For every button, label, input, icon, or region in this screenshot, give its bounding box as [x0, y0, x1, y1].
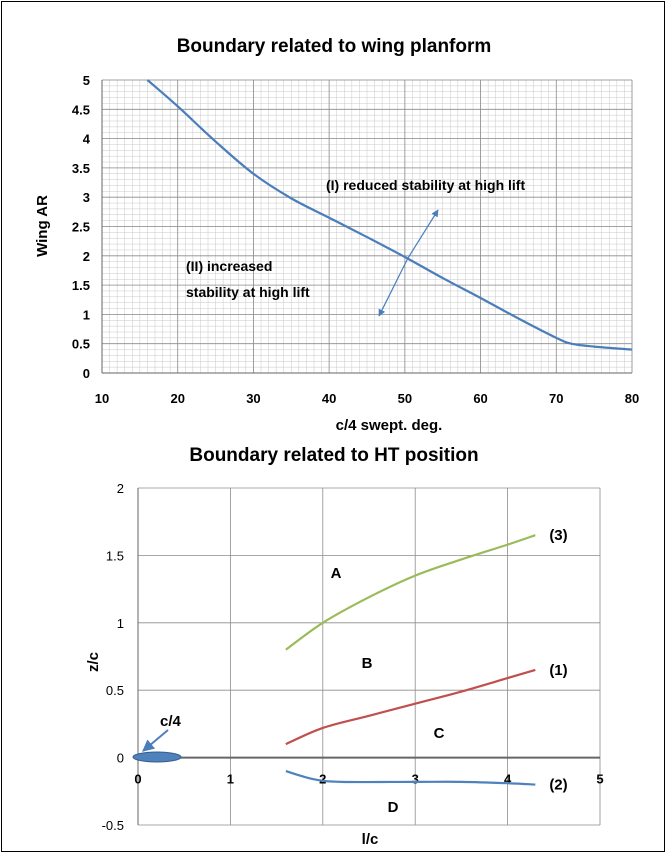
chart1-y-tick-label: 3 — [83, 190, 90, 205]
chart2-series-label-3: (2) — [549, 777, 567, 794]
chart2-y-tick-label: 1.5 — [106, 548, 124, 563]
chart2-series-labels: (3) (1) (2) — [549, 527, 567, 793]
chart1-axes — [101, 80, 632, 374]
chart1-y-tick-label: 2.5 — [72, 220, 90, 235]
region-label-b: B — [362, 655, 373, 672]
chart1-boundary-line — [146, 79, 633, 351]
chart2-series-line-1 — [285, 534, 536, 651]
chart1-title: Boundary related to wing planform — [177, 36, 492, 57]
chart1-x-tick-label: 40 — [322, 391, 336, 406]
chart2-x-tick-label: 4 — [504, 772, 512, 787]
chart2-series — [285, 534, 536, 786]
chart2-x-tick-label: 2 — [319, 772, 326, 787]
chart1-x-tick-label: 60 — [473, 391, 487, 406]
annotation-region-1: (I) reduced stability at high lift — [326, 177, 525, 193]
chart1-x-tick-label: 50 — [398, 391, 412, 406]
arrow-down-left — [378, 257, 409, 317]
chart1-x-tick-label: 20 — [170, 391, 184, 406]
region-label-d: D — [388, 799, 399, 816]
chart1-series — [146, 79, 633, 351]
chart2-y-tick-label: 2 — [117, 481, 124, 496]
annotation-region-2-line1: (II) increased — [186, 258, 272, 274]
chart1-y-tick-label: 4.5 — [72, 102, 90, 117]
chart1-x-axis-label: c/4 swept. deg. — [336, 417, 443, 434]
chart2-series-line-2 — [285, 668, 536, 746]
chart1-x-tick-label: 70 — [549, 391, 563, 406]
chart2-y-tick-label: 0.5 — [106, 683, 124, 698]
chart2-x-tick-label: 1 — [227, 772, 234, 787]
chart2-y-tick-label: 1 — [117, 616, 124, 631]
chart1-y-tick-label: 4 — [83, 132, 91, 147]
chart1-x-tick-label: 10 — [95, 391, 109, 406]
chart1-y-tick-label: 5 — [83, 73, 90, 88]
chart1-y-tick-label: 2 — [83, 249, 90, 264]
chart1-y-tick-label: 0.5 — [72, 337, 90, 352]
chart2-axes — [137, 488, 600, 825]
chart2-x-ticks: 0 1 2 3 4 5 — [134, 772, 603, 787]
chart1-y-ticks: 0 0.5 1 1.5 2 2.5 3 3.5 4 4.5 5 — [72, 73, 91, 381]
region-label-a: A — [331, 565, 342, 582]
chart1-x-tick-label: 80 — [625, 391, 639, 406]
chart1-y-tick-label: 1 — [83, 307, 90, 322]
chart-wing-planform: Boundary related to wing planform 0 0.5 1 1… — [34, 36, 639, 434]
c4-label: c/4 — [160, 713, 182, 730]
chart1-x-tick-label: 30 — [246, 391, 260, 406]
chart1-y-tick-label: 3.5 — [72, 161, 90, 176]
chart2-y-ticks: -0.5 0 0.5 1 1.5 2 — [102, 481, 124, 833]
chart2-x-axis-label: l/c — [362, 831, 379, 848]
chart1-y-tick-label: 0 — [83, 366, 90, 381]
wing-chord-ellipse — [132, 751, 182, 763]
chart1-y-axis-label: Wing AR — [34, 195, 51, 257]
chart1-grid — [101, 79, 633, 374]
chart2-series-label-2: (1) — [549, 662, 567, 679]
chart-ht-position: Boundary related to HT position -0.5 0 0.5… — [85, 445, 604, 848]
c4-pointer-arrow — [142, 729, 169, 752]
chart2-y-tick-label: -0.5 — [102, 818, 124, 833]
chart2-series-label-1: (3) — [549, 527, 567, 544]
chart2-x-tick-label: 3 — [412, 772, 419, 787]
chart1-x-ticks: 10 20 30 40 50 60 70 80 — [95, 391, 639, 406]
chart2-x-tick-label: 5 — [596, 772, 603, 787]
arrow-up-right — [407, 209, 439, 259]
chart2-series-line-3 — [285, 770, 536, 786]
chart2-x-tick-label: 0 — [134, 772, 141, 787]
chart2-y-axis-label: z/c — [85, 652, 102, 672]
region-label-c: C — [434, 725, 445, 742]
annotation-region-2-line2: stability at high lift — [186, 284, 310, 300]
chart2-title: Boundary related to HT position — [189, 445, 478, 466]
chart1-y-tick-label: 1.5 — [72, 278, 90, 293]
chart2-y-tick-label: 0 — [117, 751, 124, 766]
